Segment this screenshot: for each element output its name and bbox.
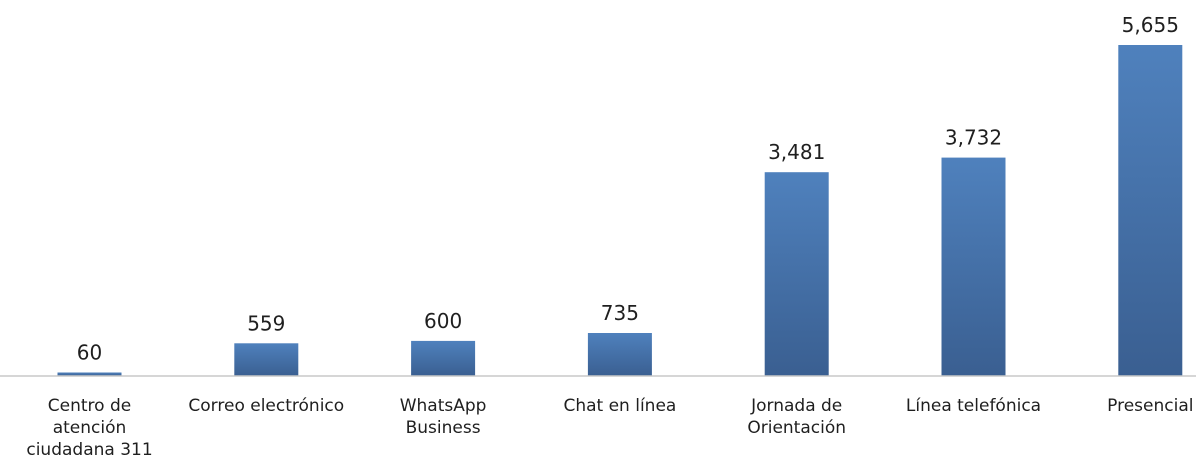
value-labels-group: 60 559 600 735 3,481 3,732 5,655 (77, 13, 1179, 365)
category-label-line: Business (406, 418, 481, 438)
category-label-line: Línea telefónica (906, 396, 1041, 416)
bars-group (57, 45, 1183, 376)
category-label-line: Presencial (1107, 396, 1193, 416)
category-label-line: Centro de (48, 396, 131, 416)
value-label-3: 735 (601, 301, 639, 325)
bar-4 (764, 172, 829, 376)
bar-3 (587, 333, 652, 376)
bar-5 (941, 157, 1006, 376)
category-label-line: WhatsApp (400, 396, 487, 416)
category-label-5: Línea telefónica (906, 396, 1041, 416)
value-label-4: 3,481 (768, 140, 825, 164)
value-label-2: 600 (424, 309, 462, 333)
value-label-1: 559 (247, 311, 285, 335)
category-label-3: Chat en línea (563, 396, 676, 416)
value-label-5: 3,732 (945, 126, 1002, 150)
category-label-4: Jornada de Orientación (747, 396, 846, 438)
value-label-6: 5,655 (1122, 13, 1179, 37)
category-label-line: Jornada de (750, 396, 842, 416)
category-label-line: Chat en línea (563, 396, 676, 416)
category-label-line: Correo electrónico (188, 396, 344, 416)
bar-6 (1118, 45, 1183, 376)
category-labels-group: Centro de atención ciudadana 311 Correo ele… (26, 396, 1193, 460)
category-label-1: Correo electrónico (188, 396, 344, 416)
category-label-0: Centro de atención ciudadana 311 (26, 396, 152, 460)
value-label-0: 60 (77, 341, 102, 365)
category-label-line: Orientación (747, 418, 846, 438)
category-label-line: ciudadana 311 (26, 440, 152, 460)
bar-2 (411, 340, 476, 376)
category-label-2: WhatsApp Business (400, 396, 487, 438)
bar-1 (234, 343, 299, 376)
bar-0 (57, 372, 122, 376)
category-label-6: Presencial (1107, 396, 1193, 416)
category-label-line: atención (53, 418, 127, 438)
